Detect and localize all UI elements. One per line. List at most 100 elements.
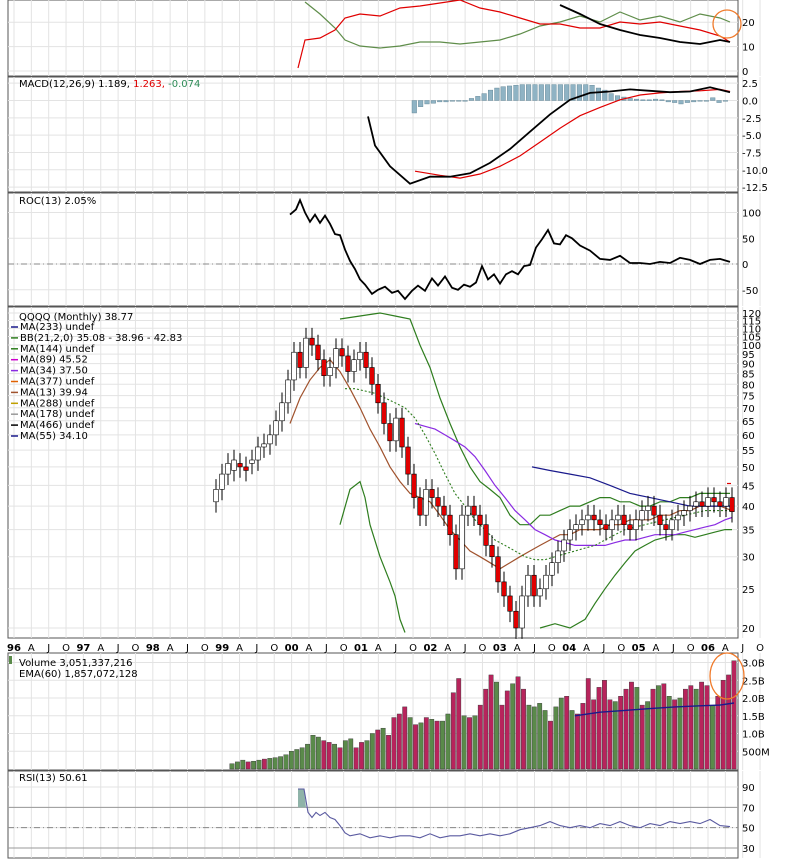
- roc-tick-label: -50: [742, 286, 758, 297]
- candle-body: [501, 581, 507, 597]
- candle-body: [291, 351, 297, 381]
- candle-body: [243, 466, 249, 471]
- legend-entry: MA(466) undef: [20, 420, 95, 431]
- volume-bar: [440, 720, 445, 770]
- volume-bar: [672, 699, 678, 770]
- candle-body: [381, 402, 387, 424]
- candle-body: [405, 446, 411, 475]
- volume-bar: [245, 761, 251, 770]
- volume-bar: [629, 681, 634, 770]
- candle-body: [231, 459, 237, 471]
- candle-body: [699, 501, 705, 507]
- volume-bar: [569, 710, 575, 770]
- legend-entry: MA(288) undef: [20, 398, 95, 409]
- price-tick-label: 25: [742, 585, 755, 596]
- volume-bar: [321, 740, 327, 770]
- candle-body: [567, 529, 573, 541]
- x-tick-label: J: [671, 643, 675, 654]
- x-tick-label: A: [375, 643, 382, 654]
- roc-label: ROC(13) 2.05%: [19, 196, 96, 207]
- candle-body: [681, 510, 687, 516]
- x-tick-label: J: [324, 643, 328, 654]
- rsi-tick-label: 30: [742, 844, 755, 855]
- volume-bar: [386, 735, 391, 770]
- x-tick-label: O: [409, 643, 417, 654]
- ma34-line: [414, 422, 733, 547]
- volume-bar: [585, 678, 591, 770]
- macd-histogram-bar: [468, 98, 474, 101]
- x-tick-label: 02: [423, 643, 437, 654]
- volume-bar: [623, 688, 629, 770]
- macd-histogram-bar: [716, 100, 722, 103]
- macd-histogram-bar: [570, 84, 576, 101]
- candle-body: [351, 359, 357, 372]
- price-panel-frame: [7, 306, 739, 639]
- candle-body: [357, 351, 363, 361]
- macd-histogram-bar: [551, 84, 557, 101]
- candle-body: [525, 574, 531, 597]
- x-tick-label: 99: [215, 643, 229, 654]
- volume-bar: [429, 719, 435, 770]
- top-red-line: [297, 0, 731, 69]
- candle-body: [531, 574, 537, 597]
- x-tick-label: O: [479, 643, 487, 654]
- macd-histogram-bar: [602, 89, 608, 101]
- volume-bar: [256, 759, 262, 770]
- candle-body: [597, 519, 603, 525]
- volume-bar: [666, 696, 672, 770]
- volume-bar: [407, 717, 413, 770]
- volume-bar: [683, 688, 688, 770]
- x-tick-label: A: [722, 643, 729, 654]
- macd-histogram-bar: [519, 84, 525, 101]
- macd-histogram-bar: [488, 89, 494, 101]
- x-tick-label: 00: [285, 643, 299, 654]
- volume-tick-label: 500M: [742, 747, 770, 758]
- macd-tick-label: -2.5: [742, 114, 762, 125]
- candle-body: [633, 519, 639, 530]
- macd-histogram-bar: [418, 100, 424, 107]
- candle-body: [447, 514, 453, 536]
- candle-body: [549, 562, 555, 576]
- volume-bar: [531, 706, 537, 770]
- x-tick-label: A: [514, 643, 521, 654]
- candle-body: [543, 574, 549, 590]
- candle-body: [303, 337, 309, 368]
- candle-body: [411, 473, 417, 498]
- x-tick-label: J: [532, 643, 536, 654]
- candle-body: [279, 402, 285, 422]
- volume-bar: [510, 683, 516, 770]
- x-tick-label: O: [687, 643, 695, 654]
- macd-histogram-bar: [646, 99, 652, 101]
- macd-histogram-bar: [456, 100, 462, 102]
- price-tick-label: 75: [742, 392, 755, 403]
- macd-histogram-bar: [443, 100, 449, 103]
- x-tick-label: O: [270, 643, 278, 654]
- volume-bar: [305, 743, 310, 770]
- x-tick-label: 97: [76, 643, 90, 654]
- rsi-tick-label: 90: [742, 783, 755, 794]
- volume-bar: [472, 715, 478, 770]
- volume-bar: [515, 676, 521, 770]
- volume-bar: [656, 685, 661, 770]
- candle-body: [585, 514, 591, 521]
- candle-body: [321, 359, 327, 377]
- candle-body: [627, 524, 633, 530]
- price-tick-label: 85: [742, 370, 755, 381]
- price-tick-label: 70: [742, 404, 755, 415]
- volume-bar: [456, 678, 462, 770]
- panel-labels: MACD(12,26,9) 1.189, 1.263, -0.074 ROC(1…: [19, 79, 200, 784]
- x-tick-label: J: [393, 643, 397, 654]
- roc-tick-label: 50: [742, 234, 755, 245]
- x-tick-label: J: [463, 643, 467, 654]
- macd-histogram-bar: [659, 99, 665, 101]
- rsi-tick-label: 70: [742, 803, 755, 814]
- legend-entry: MA(34) 37.50: [20, 366, 88, 377]
- macd-histogram-bar: [507, 85, 513, 101]
- candle-body: [345, 355, 351, 372]
- rsi-line: [298, 788, 731, 839]
- candle-body: [711, 497, 717, 503]
- candle-body: [579, 519, 585, 525]
- candle-body: [429, 489, 435, 498]
- candle-body: [669, 519, 675, 530]
- price-tick-label: 30: [742, 553, 755, 564]
